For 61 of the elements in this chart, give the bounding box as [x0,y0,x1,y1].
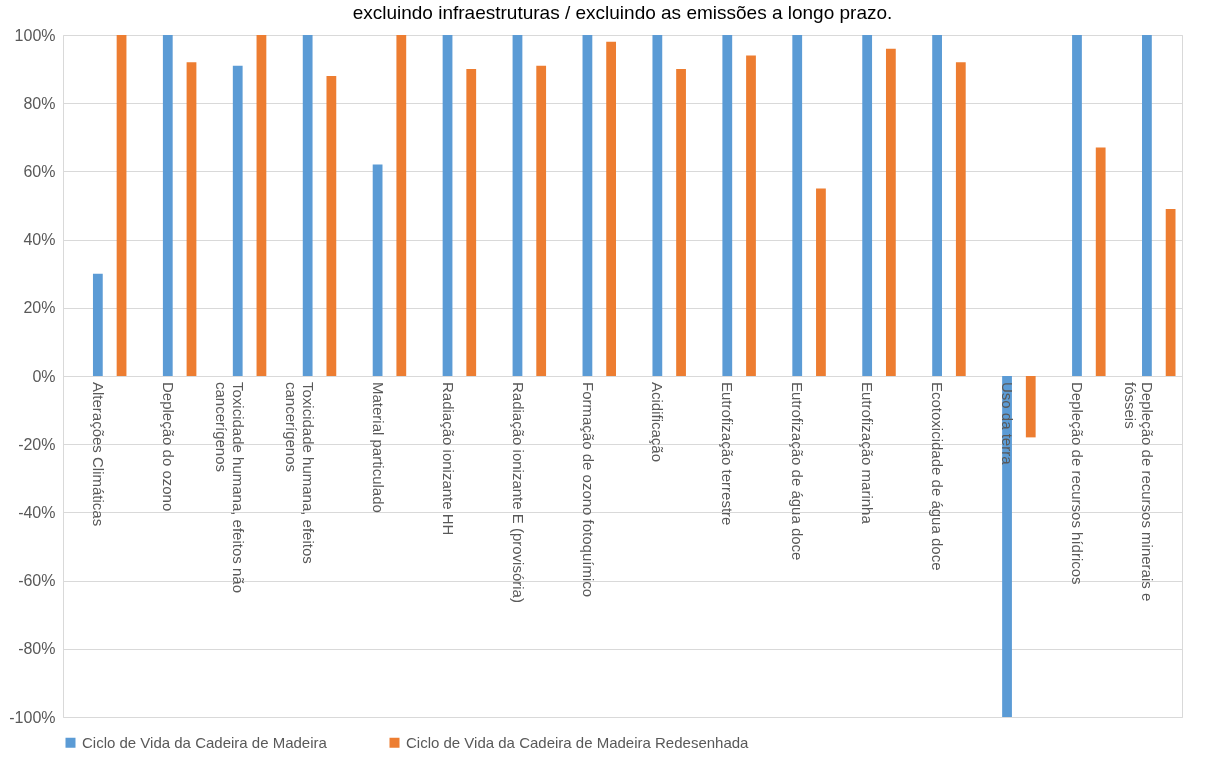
bar [1002,376,1012,717]
bar [1072,35,1082,376]
bar [326,75,337,376]
legend-label: Ciclo de Vida da Cadeira de Madeira [82,733,328,751]
x-tick-label: Radiação ionizante E (provisória) [509,382,527,603]
bar [606,41,617,376]
x-tick-label: Toxicidade humana, efeitos não cancerígenos [212,382,247,593]
x-tick-label: Material particulado [369,382,387,513]
y-tick-label: 80% [23,94,56,112]
bar [302,35,313,376]
bar [885,48,896,376]
bar [372,164,383,376]
y-tick-label: -20% [18,435,56,453]
x-tick-label: Alterações Climáticas [89,382,107,527]
y-tick-label: -40% [18,503,56,521]
chart-title: excluindo infraestruturas / excluindo as emissões a longo prazo. [352,2,893,23]
x-tick-label: Ecotoxicidade de água doce [929,382,947,571]
y-tick-label: -60% [18,572,56,590]
y-tick-label: -80% [18,640,56,658]
bar [932,35,942,376]
bar [92,273,103,376]
bar [162,35,173,376]
bar [256,35,267,376]
y-tick-label: 40% [23,231,56,249]
x-tick-label: Acidificação [649,382,667,463]
x-tick-label: Eutrofização terrestre [719,382,737,526]
y-tick-label: 60% [23,162,56,180]
y-tick-label: 100% [14,26,56,44]
bar [536,65,547,376]
bar [792,35,803,376]
y-tick-label: 0% [32,367,56,385]
x-tick-label: Depleção do ozono [159,382,177,512]
bar [652,35,663,376]
x-tick-label: Depleção de recursos hídricos [1069,382,1087,585]
x-tick-label: Eutrofização de água doce [789,382,807,561]
bar [1095,147,1106,376]
bar [442,35,453,376]
bar [1142,35,1152,376]
bar [186,62,197,376]
x-tick-label: Formação de ozono fotoquímico [579,382,597,598]
y-tick-label: -100% [9,708,56,726]
bar [816,188,826,376]
bar [746,55,756,376]
bar [955,62,966,376]
legend-label: Ciclo de Vida da Cadeira de Madeira Redesenhada [406,733,750,751]
bar [232,65,243,376]
bar [676,69,686,376]
bar [1025,376,1036,438]
bar [466,69,477,376]
bar [582,35,593,376]
bar [396,35,407,376]
x-tick-label: Eutrofização marinha [859,382,877,525]
bar [1165,208,1176,376]
x-tick-label: Depleção de recursos minerais e fósseis [1122,382,1157,602]
bar [862,35,873,376]
x-tick-label: Uso da terra [999,382,1017,466]
x-tick-label: Radiação ionizante HH [439,382,457,536]
bar [512,35,523,376]
bar [116,35,127,376]
y-tick-label: 20% [23,299,56,317]
bar [722,35,733,376]
